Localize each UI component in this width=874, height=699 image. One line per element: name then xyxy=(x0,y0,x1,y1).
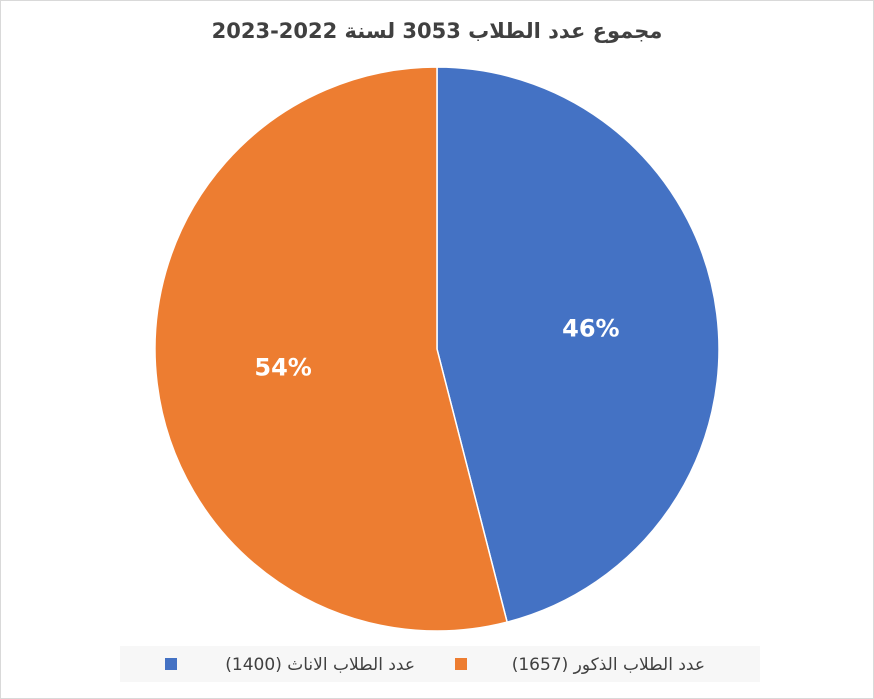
chart-title: مجموع عدد الطلاب 3053 لسنة 2022-2023 xyxy=(212,19,663,43)
legend-swatch xyxy=(455,658,467,670)
legend-background xyxy=(120,646,760,682)
legend-swatch xyxy=(165,658,177,670)
pie-slice xyxy=(436,66,720,624)
pie-slice xyxy=(154,66,509,632)
data-label: 46% xyxy=(562,315,619,343)
data-label: 54% xyxy=(254,353,311,381)
legend-label: عدد الطلاب الاناث (1400) xyxy=(225,655,415,675)
legend-label: عدد الطلاب الذكور (1657) xyxy=(512,655,705,675)
